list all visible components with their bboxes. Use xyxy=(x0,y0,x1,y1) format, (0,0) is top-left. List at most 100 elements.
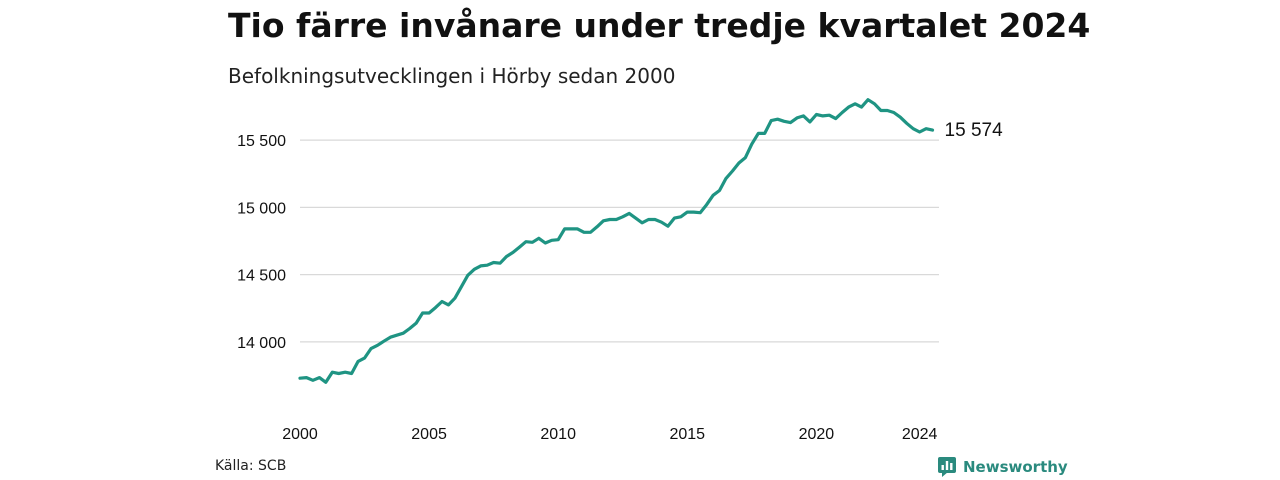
data-point xyxy=(531,241,533,243)
data-point xyxy=(402,332,404,334)
data-point xyxy=(854,103,856,105)
data-point xyxy=(499,262,501,264)
data-point xyxy=(815,113,817,115)
data-point xyxy=(841,111,843,113)
data-point xyxy=(338,372,340,374)
data-point xyxy=(764,132,766,134)
data-point xyxy=(647,218,649,220)
data-point xyxy=(847,106,849,108)
data-point xyxy=(570,228,572,230)
data-point xyxy=(370,347,372,349)
end-value-label: 15 574 xyxy=(945,120,1004,141)
data-point xyxy=(434,306,436,308)
data-point xyxy=(538,237,540,239)
y-tick-label: 15 000 xyxy=(237,200,286,217)
data-point xyxy=(738,162,740,164)
data-point xyxy=(409,327,411,329)
data-point xyxy=(518,246,520,248)
data-point xyxy=(583,231,585,233)
data-point xyxy=(376,344,378,346)
data-point xyxy=(770,119,772,121)
data-point xyxy=(680,216,682,218)
data-point xyxy=(622,216,624,218)
data-point xyxy=(751,143,753,145)
data-point xyxy=(492,261,494,263)
data-point xyxy=(744,156,746,158)
x-tick-label: 2024 xyxy=(902,426,938,443)
data-point xyxy=(880,109,882,111)
data-point xyxy=(576,228,578,230)
data-point xyxy=(906,122,908,124)
data-point xyxy=(718,189,720,191)
data-point xyxy=(389,336,391,338)
x-tick-label: 2010 xyxy=(540,426,576,443)
series-line xyxy=(298,98,935,384)
data-point xyxy=(886,109,888,111)
data-point xyxy=(415,322,417,324)
data-point xyxy=(486,264,488,266)
data-point xyxy=(789,121,791,123)
data-point xyxy=(363,357,365,359)
data-point xyxy=(673,217,675,219)
data-point xyxy=(835,117,837,119)
data-point xyxy=(899,116,901,118)
data-point xyxy=(796,117,798,119)
data-point xyxy=(641,222,643,224)
data-point xyxy=(421,312,423,314)
data-point xyxy=(925,128,927,130)
data-point xyxy=(918,131,920,133)
data-point xyxy=(557,239,559,241)
data-point xyxy=(602,220,604,222)
data-point xyxy=(460,286,462,288)
data-point xyxy=(305,376,307,378)
data-point xyxy=(867,99,869,101)
data-point xyxy=(441,300,443,302)
data-point xyxy=(615,218,617,220)
y-tick-label: 15 500 xyxy=(237,133,286,150)
data-point xyxy=(822,115,824,117)
data-point xyxy=(776,118,778,120)
data-point xyxy=(357,360,359,362)
data-point xyxy=(383,340,385,342)
y-axis-tick-labels: 14 000 14 500 15 000 15 500 xyxy=(237,133,286,352)
data-point xyxy=(783,120,785,122)
data-point xyxy=(396,334,398,336)
data-point xyxy=(628,212,630,214)
data-point xyxy=(473,268,475,270)
source-note: Källa: SCB xyxy=(215,458,287,474)
x-tick-label: 2005 xyxy=(411,426,447,443)
data-point xyxy=(312,379,314,381)
end-label-layer: 15 574 xyxy=(945,120,1004,141)
data-point xyxy=(693,211,695,213)
x-tick-label: 2015 xyxy=(669,426,705,443)
data-point xyxy=(931,129,933,131)
data-point xyxy=(331,371,333,373)
data-point xyxy=(480,265,482,267)
data-point xyxy=(551,239,553,241)
x-tick-label: 2020 xyxy=(799,426,835,443)
data-point xyxy=(609,218,611,220)
data-point xyxy=(563,228,565,230)
chart-subtitle: Befolkningsutvecklingen i Hörby sedan 20… xyxy=(228,64,676,88)
brand-logo: Newsworthy xyxy=(938,455,1068,479)
chart-title: Tio färre invånare under tredje kvartale… xyxy=(228,6,1091,45)
grid-lines xyxy=(300,139,939,343)
y-tick-label: 14 000 xyxy=(237,335,286,352)
data-point xyxy=(873,103,875,105)
data-point xyxy=(731,170,733,172)
data-point xyxy=(634,217,636,219)
data-point xyxy=(596,226,598,228)
data-point xyxy=(350,372,352,374)
series-layer xyxy=(298,98,935,384)
x-tick-label: 2000 xyxy=(282,426,318,443)
data-point xyxy=(512,251,514,253)
bar-chart-icon xyxy=(938,457,956,477)
data-point xyxy=(712,194,714,196)
data-point xyxy=(705,204,707,206)
data-point xyxy=(544,242,546,244)
data-point xyxy=(809,121,811,123)
data-point xyxy=(757,132,759,134)
data-point xyxy=(893,111,895,113)
y-tick-label: 14 500 xyxy=(237,268,286,285)
